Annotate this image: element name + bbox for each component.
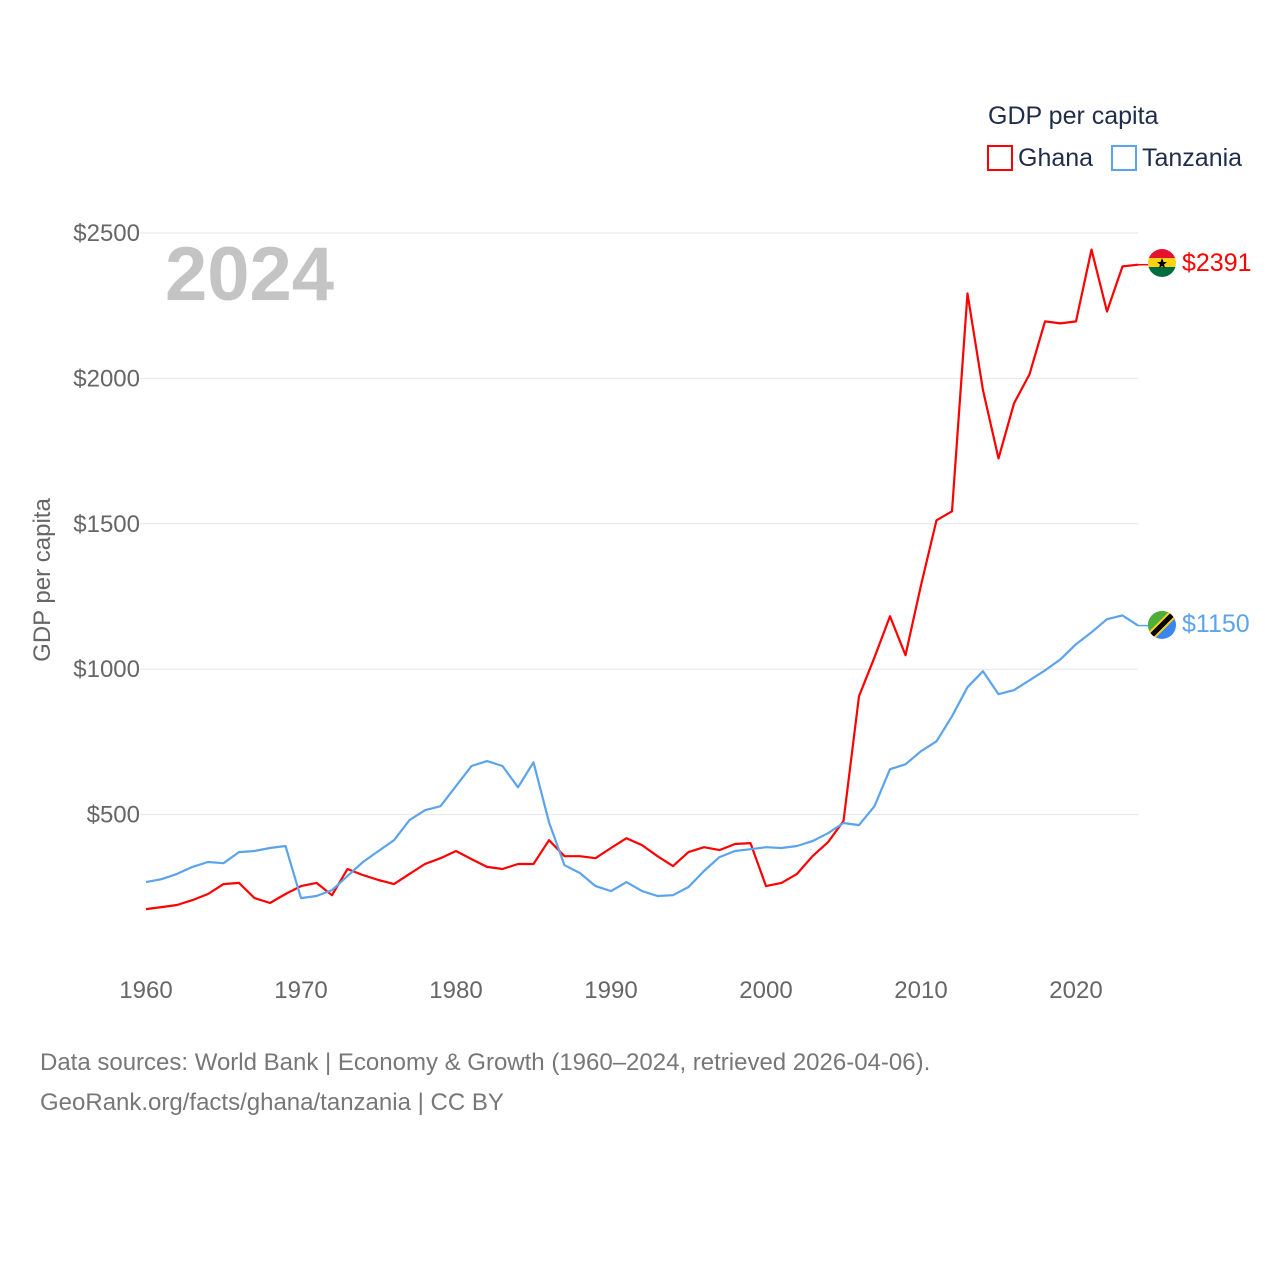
y-tick-label: $500 — [87, 802, 140, 829]
attribution-link[interactable]: GeoRank.org/facts/ghana/tanzania | CC BY — [40, 1089, 504, 1116]
legend-title: GDP per capita — [988, 102, 1159, 130]
ghana-flag-icon — [1148, 249, 1176, 277]
footer: Data sources: World Bank | Economy & Gro… — [40, 1043, 930, 1123]
ghana-end-value-label: $2391 — [1182, 249, 1252, 277]
tanzania-flag-icon — [1148, 611, 1176, 639]
x-tick-label: 1960 — [119, 977, 172, 1004]
legend-label-tanzania[interactable]: Tanzania — [1142, 144, 1242, 172]
y-tick-label: $2000 — [73, 365, 140, 392]
tanzania-end-value-label: $1150 — [1182, 610, 1250, 638]
x-tick-label: 2020 — [1049, 977, 1102, 1004]
y-tick-label: $1500 — [73, 511, 140, 538]
year-watermark: 2024 — [165, 232, 334, 317]
x-tick-label: 1970 — [274, 977, 327, 1004]
series-line-tanzania — [145, 614, 1139, 900]
legend-swatch-tanzania[interactable] — [1111, 145, 1137, 171]
y-tick-label: $1000 — [73, 656, 140, 683]
legend: GDP per capita Ghana Tanzania — [987, 102, 1242, 172]
data-sources-text: Data sources: World Bank | Economy & Gro… — [40, 1049, 931, 1076]
x-tick-label: 2000 — [739, 977, 792, 1004]
x-tick-label: 1990 — [584, 977, 637, 1004]
series-line-ghana — [145, 248, 1139, 911]
legend-swatch-ghana[interactable] — [987, 145, 1013, 171]
y-tick-label: $2500 — [73, 220, 140, 247]
x-tick-label: 2010 — [894, 977, 947, 1004]
legend-label-ghana[interactable]: Ghana — [1018, 144, 1093, 172]
x-tick-label: 1980 — [429, 977, 482, 1004]
y-axis-label: GDP per capita — [29, 498, 56, 662]
